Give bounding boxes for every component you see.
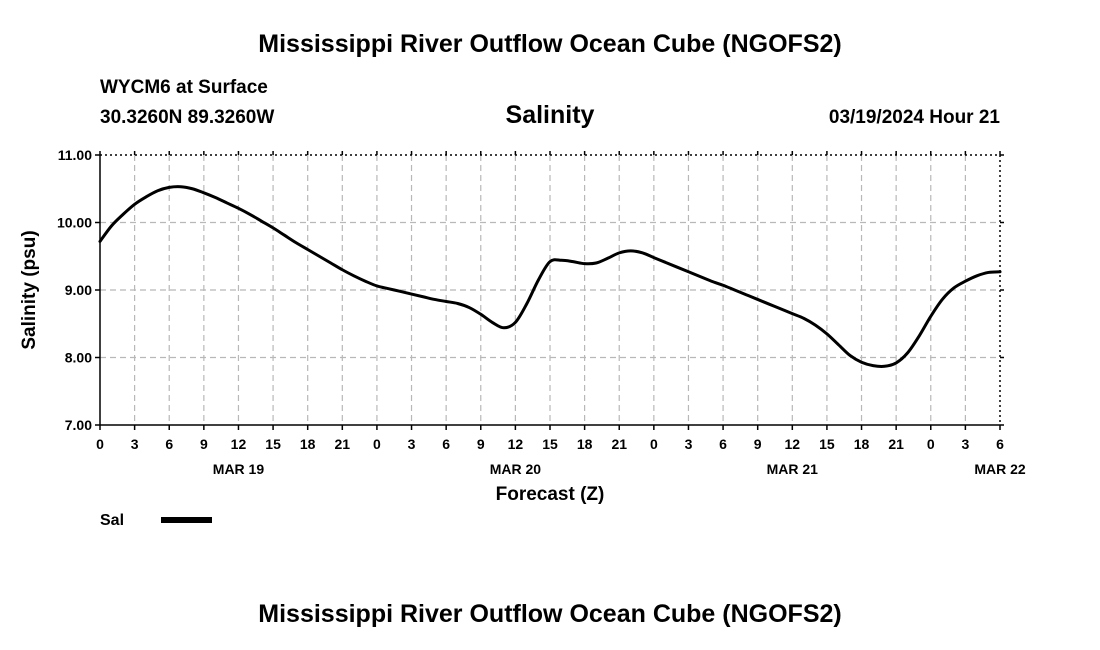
x-tick-label: 6 [996, 436, 1004, 452]
x-tick-label: 3 [961, 436, 969, 452]
x-tick-label: 3 [408, 436, 416, 452]
x-tick-label: 12 [508, 436, 524, 452]
x-tick-label: 15 [542, 436, 558, 452]
x-date-label: MAR 22 [974, 461, 1026, 477]
legend-label: Sal [100, 512, 124, 529]
x-tick-label: 12 [231, 436, 247, 452]
x-tick-label: 18 [300, 436, 316, 452]
y-tick-label: 8.00 [65, 350, 92, 366]
x-tick-label: 0 [927, 436, 935, 452]
x-tick-label: 18 [854, 436, 870, 452]
y-tick-label: 7.00 [65, 417, 92, 433]
x-tick-label: 9 [200, 436, 208, 452]
x-tick-label: 15 [265, 436, 281, 452]
x-tick-label: 0 [650, 436, 658, 452]
series-line-sal [98, 185, 1002, 368]
x-tick-label: 21 [335, 436, 351, 452]
station-coords: 30.3260N 89.3260W [100, 107, 275, 128]
page-title: Mississippi River Outflow Ocean Cube (NG… [258, 30, 842, 58]
y-tick-label: 11.00 [58, 147, 92, 163]
x-tick-label: 3 [131, 436, 139, 452]
footer-title: Mississippi River Outflow Ocean Cube (NG… [258, 600, 842, 628]
x-tick-label: 15 [819, 436, 835, 452]
forecast-datetime: 03/19/2024 Hour 21 [828, 107, 1000, 128]
x-tick-label: 0 [373, 436, 381, 452]
x-date-label: MAR 21 [767, 461, 819, 477]
x-date-label: MAR 19 [213, 461, 265, 477]
x-tick-label: 3 [685, 436, 693, 452]
station-label: WYCM6 at Surface [100, 77, 268, 98]
x-tick-label: 9 [477, 436, 485, 452]
x-tick-label: 9 [754, 436, 762, 452]
x-axis-label: Forecast (Z) [496, 484, 605, 505]
x-tick-label: 0 [96, 436, 104, 452]
x-tick-label: 18 [577, 436, 593, 452]
y-axis-label: Salinity (psu) [19, 230, 40, 349]
y-tick-label: 9.00 [65, 282, 92, 298]
x-tick-label: 21 [888, 436, 904, 452]
x-tick-label: 12 [785, 436, 801, 452]
y-tick-label: 10.00 [57, 215, 92, 231]
x-tick-label: 6 [442, 436, 450, 452]
chart-title: Salinity [505, 101, 595, 129]
x-tick-label: 21 [611, 436, 627, 452]
x-date-label: MAR 20 [490, 461, 542, 477]
x-tick-label: 6 [719, 436, 727, 452]
x-tick-label: 6 [165, 436, 173, 452]
